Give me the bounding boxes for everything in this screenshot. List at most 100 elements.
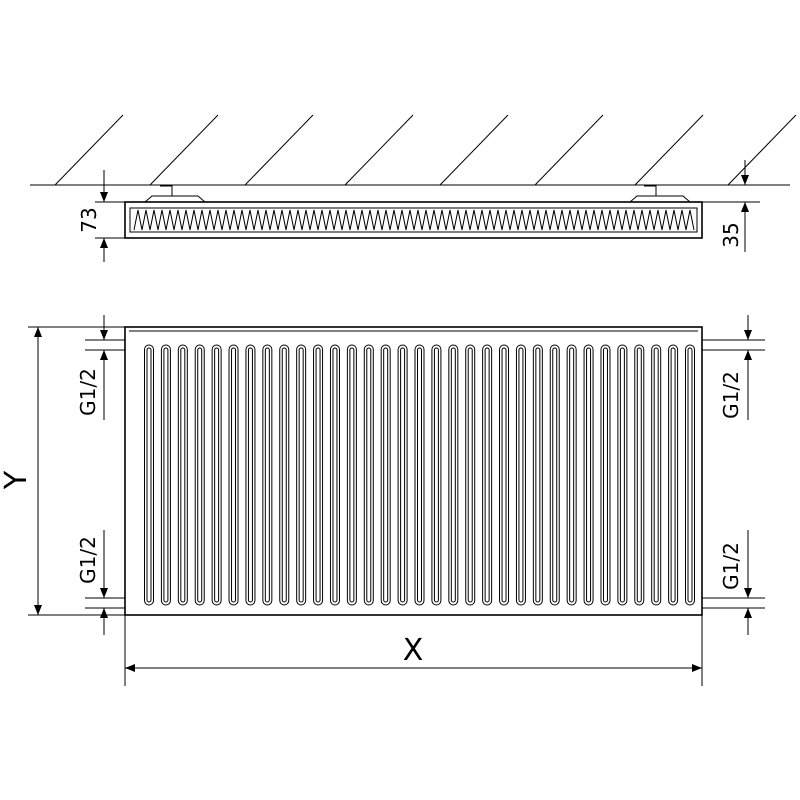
convector-tube: [177, 344, 188, 606]
fin: [445, 209, 455, 231]
convector-tube: [566, 344, 577, 606]
fin: [533, 209, 543, 231]
fin: [197, 209, 207, 231]
fin: [549, 209, 559, 231]
fin: [261, 209, 271, 231]
convector-tube-inner: [687, 347, 693, 603]
fin: [621, 209, 631, 231]
pipe-right-top: [702, 339, 765, 351]
height-label: Y: [0, 470, 34, 490]
fin: [637, 209, 647, 231]
fin: [469, 209, 479, 231]
depth-label: 73: [77, 207, 101, 232]
fin: [173, 209, 183, 231]
pipe-right-bottom: [702, 597, 765, 609]
convector-tube: [583, 344, 594, 606]
fin: [461, 209, 471, 231]
fin: [509, 209, 519, 231]
fin: [309, 209, 319, 231]
fin: [381, 209, 391, 231]
convector-tube-inner: [231, 347, 237, 603]
fin: [133, 209, 143, 231]
convector-tube: [279, 344, 290, 606]
convector-tube-inner: [180, 347, 186, 603]
wall-bracket-right: [629, 185, 691, 203]
hatch-line: [727, 114, 797, 186]
wall-hatching: [54, 114, 797, 186]
fin: [189, 209, 199, 231]
convector-tube: [668, 344, 679, 606]
convector-tube-inner: [264, 347, 270, 603]
connection-label-right-bottom: G1/2: [719, 542, 743, 590]
convector-tube: [160, 344, 171, 606]
fin: [357, 209, 367, 231]
convector-tube-inner: [670, 347, 676, 603]
convector-tube: [549, 344, 560, 606]
fin: [501, 209, 511, 231]
fin: [293, 209, 303, 231]
fin: [285, 209, 295, 231]
convector-tube-inner: [332, 347, 338, 603]
fin: [221, 209, 231, 231]
fin: [373, 209, 383, 231]
convector-tube: [363, 344, 374, 606]
convector-tube: [313, 344, 324, 606]
fin: [237, 209, 247, 231]
hatch-line: [149, 114, 219, 186]
convector-tube-inner: [247, 347, 253, 603]
convector-tube: [194, 344, 205, 606]
fin: [325, 209, 335, 231]
convector-tube-inner: [146, 347, 152, 603]
convector-tube: [482, 344, 493, 606]
fin: [421, 209, 431, 231]
convector-tube: [144, 344, 154, 606]
fin: [253, 209, 263, 231]
fin: [149, 209, 159, 231]
fin: [405, 209, 415, 231]
hatch-line: [54, 114, 124, 186]
convector-tube-inner: [518, 347, 524, 603]
fin: [613, 209, 623, 231]
fin: [629, 209, 639, 231]
fin: [397, 209, 407, 231]
convector-tube-inner: [433, 347, 439, 603]
fin-pattern: [133, 209, 695, 231]
convector-tube-inner: [569, 347, 575, 603]
fin: [565, 209, 575, 231]
fin: [477, 209, 487, 231]
fin: [581, 209, 591, 231]
convector-tube-inner: [467, 347, 473, 603]
radiator-front-view: G1/2 G1/2 G1/2 G1/2 Y X: [0, 315, 765, 686]
fin: [493, 209, 503, 231]
convector-tube: [262, 344, 273, 606]
fin: [341, 209, 351, 231]
fin: [213, 209, 223, 231]
convector-tube: [329, 344, 340, 606]
convector-tube: [465, 344, 476, 606]
fin: [349, 209, 359, 231]
fin: [605, 209, 615, 231]
fin: [317, 209, 327, 231]
width-label: X: [403, 633, 424, 668]
convector-tube: [448, 344, 459, 606]
pipe-left-top: [85, 339, 125, 351]
convector-tube: [634, 344, 645, 606]
wall-gap-label: 35: [719, 222, 743, 247]
convector-tube: [515, 344, 526, 606]
convector-tube: [651, 344, 662, 606]
convector-tube-inner: [298, 347, 304, 603]
convector-tube: [346, 344, 357, 606]
wall-bracket-left: [144, 185, 206, 203]
convector-tube-inner: [552, 347, 558, 603]
convector-tube-inner: [484, 347, 490, 603]
convector-tubes: [144, 344, 695, 606]
fin: [597, 209, 607, 231]
convector-tube: [499, 344, 510, 606]
convector-tube: [685, 344, 695, 606]
radiator-side-view: 73 35: [77, 160, 760, 262]
fin: [181, 209, 191, 231]
radiator-side-body: [124, 201, 703, 239]
fin: [517, 209, 527, 231]
convector-tube: [414, 344, 425, 606]
